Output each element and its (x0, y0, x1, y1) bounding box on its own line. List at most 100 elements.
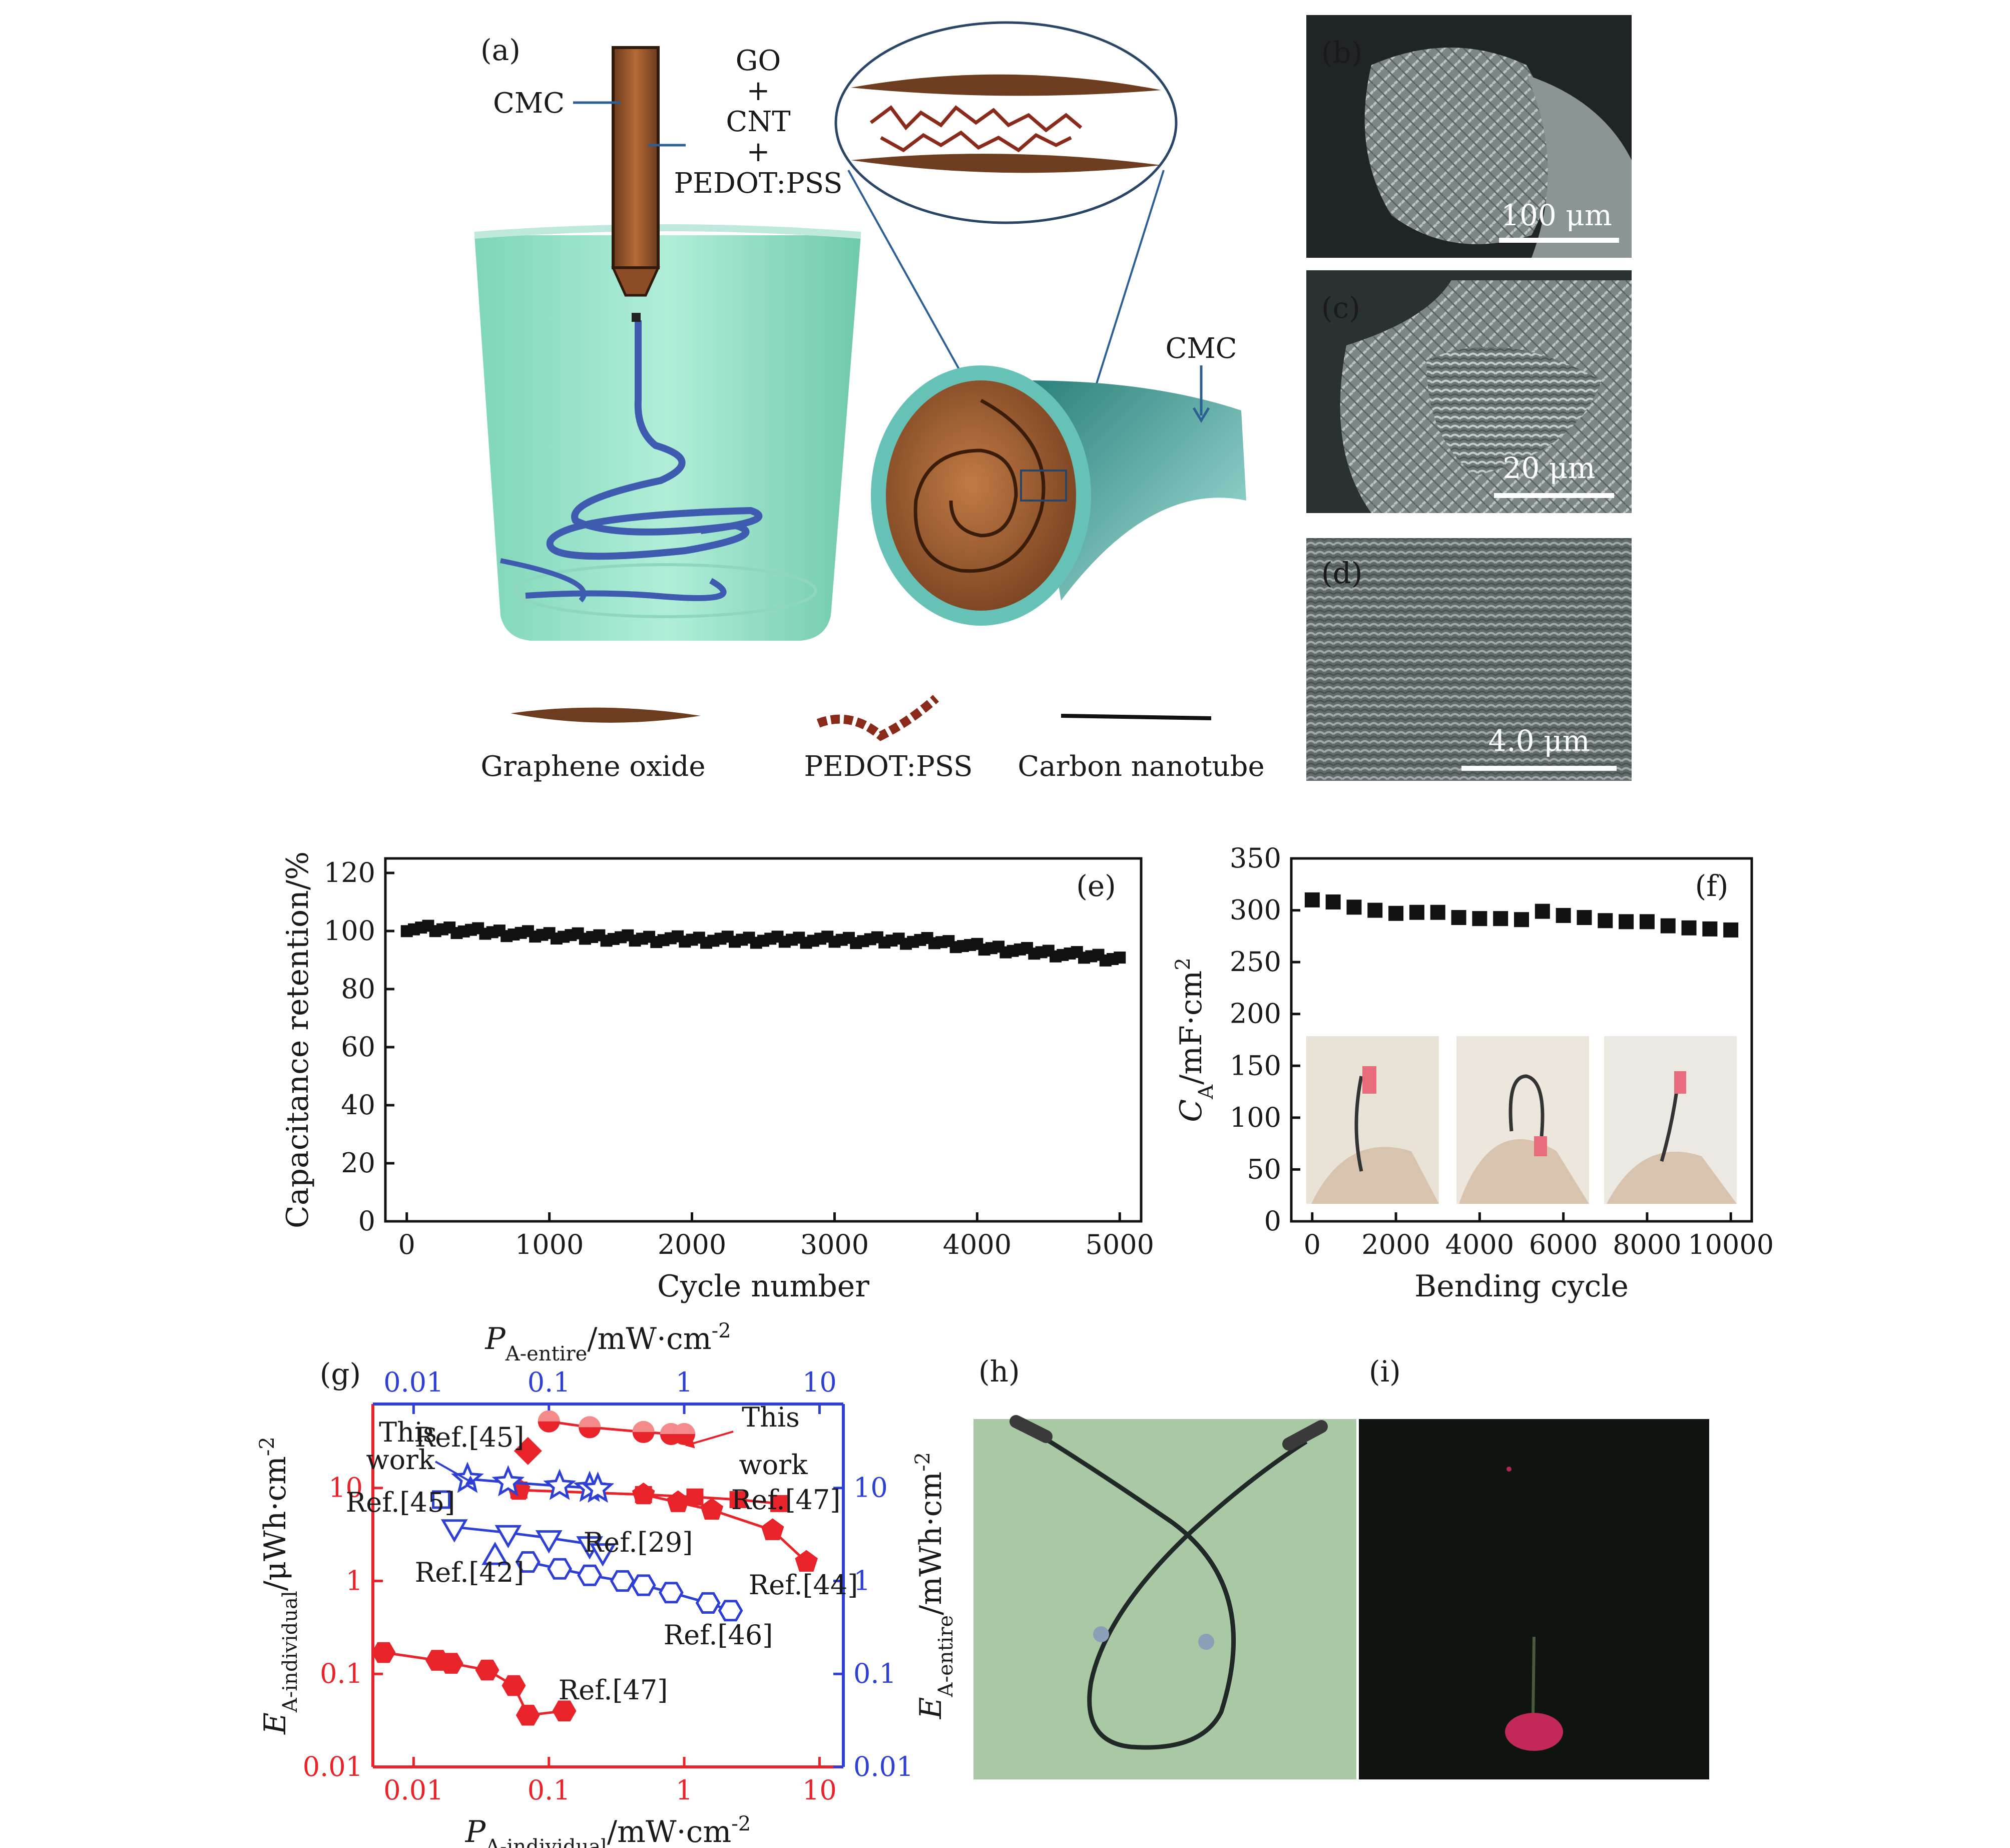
chart-f-ylabel-part: C (1174, 1099, 1209, 1122)
chart-g-ytick-left-label: 10 (328, 1472, 363, 1504)
chart-f-xtick-label: 10000 (1688, 1229, 1774, 1260)
bending-photo-1 (1306, 1036, 1439, 1204)
chart-e-xtick-label: 2000 (658, 1229, 726, 1260)
chart-g-point (581, 1471, 615, 1503)
chart-f-ytick-label: 350 (1230, 842, 1281, 874)
chart-g-annotation: Ref.[44] (749, 1569, 858, 1601)
chart-f-ytick-label: 0 (1264, 1205, 1281, 1237)
chart-f-point (1639, 914, 1655, 930)
chart-g-point (494, 1525, 522, 1549)
chart-f-ytick-label: 50 (1247, 1153, 1281, 1185)
chart-g-point-highlight (538, 1410, 560, 1422)
chart-g-arrow-this-work-blue (435, 1461, 471, 1483)
chart-e-xtick-label: 5000 (1086, 1229, 1154, 1260)
chart-e-ytick-label: 20 (341, 1147, 375, 1179)
chart-e-xtick-label: 1000 (515, 1229, 584, 1260)
chart-e-xlabel: Cycle number (657, 1269, 869, 1304)
chart-f: 0 2000 4000 6000 8000 10000 0 50 100 150 200 250 300… (1172, 842, 1774, 1304)
chart-e-ytick-label: 80 (341, 973, 375, 1005)
chart-g-annotation: Ref.[46] (664, 1619, 773, 1651)
chart-e-xtick-label: 3000 (800, 1229, 869, 1260)
chart-g-point (659, 1582, 684, 1604)
chart-g-xlabel-bottom-part: /mW·cm (607, 1814, 731, 1848)
chart-f-point (1556, 907, 1571, 923)
chart-f-point (1346, 899, 1362, 915)
chart-f-point (1660, 918, 1676, 934)
chart-f-ytick-label: 150 (1230, 1050, 1281, 1081)
chart-g-panel-label: (g) (320, 1357, 361, 1391)
chart-e-ytick-label: 100 (324, 915, 375, 947)
chart-g-point (432, 1490, 451, 1509)
chart-g-point (440, 1519, 468, 1543)
chart-f-point (1367, 902, 1383, 918)
chart-g-ytick-right-label: 10 (853, 1472, 888, 1504)
chart-g-xlabel-bottom-part: -2 (731, 1812, 751, 1835)
chart-g-xtick-bottom-label: 10 (802, 1774, 837, 1806)
sem-b-scale-text: 100 μm (1501, 198, 1612, 232)
chart-f-point (1409, 904, 1424, 920)
chart-f-ylabel-part: A (1195, 1084, 1218, 1100)
chart-g-point (718, 1600, 743, 1622)
chart-g-xtick-top-label: 10 (802, 1366, 837, 1398)
chart-f-point (1325, 894, 1341, 909)
led-glow (1505, 1713, 1563, 1751)
photo-h: (h) (973, 1354, 1356, 1779)
chart-f-point (1702, 921, 1718, 937)
chart-g-point (610, 1570, 635, 1592)
chart-g-arrowhead-red (685, 1438, 695, 1449)
panel-a-label: (a) (480, 33, 521, 67)
chart-g-ylabel-left-part: /μWh·cm (258, 1456, 293, 1591)
fiber-device-h (1032, 1430, 1308, 1750)
chart-g-ylabel-right-part: A-entire (934, 1615, 957, 1698)
chart-g-point (515, 1551, 541, 1573)
chart-g-ytick-right-label: 1 (853, 1565, 870, 1596)
chart-f-panel-label: (f) (1695, 869, 1729, 903)
chart-f-point (1514, 912, 1529, 928)
chart-g-xlabel-bottom: PA-individual/mW·cm-2 (465, 1812, 751, 1848)
chart-g-arrow-this-work-red (690, 1431, 734, 1445)
chart-g-point (577, 1564, 602, 1586)
chart-f-xlabel: Bending cycle (1414, 1269, 1629, 1304)
chart-g-point (631, 1574, 656, 1596)
chart-e-ytick-label: 0 (358, 1205, 375, 1237)
chart-g-point (761, 1518, 784, 1540)
chart-g-point (516, 1704, 540, 1726)
chart-g-xlabel-top-part: A-entire (505, 1342, 588, 1365)
chart-g-ytick-right-label: 0.1 (853, 1658, 896, 1689)
chart-g-ylabel-left-part: -2 (256, 1437, 279, 1456)
bending-photo-3 (1604, 1036, 1737, 1204)
chart-g-annotation: Ref.[42] (415, 1557, 525, 1588)
chart-e: 0 1000 2000 3000 4000 5000 0 20 40 60 80 100 120 Cycl… (280, 851, 1154, 1304)
chart-f-ytick-label: 200 (1230, 998, 1281, 1030)
chart-f-point (1430, 904, 1445, 920)
chart-g-series-line (383, 1651, 565, 1717)
input-materials: GO + CNT + PEDOT:PSS (674, 45, 842, 200)
chart-f-ytick-label: 100 (1230, 1102, 1281, 1133)
chart-g-ytick-right-label: 0.01 (853, 1751, 913, 1782)
chart-g-point (514, 1437, 542, 1465)
chart-g-point (695, 1592, 721, 1614)
chart-g-point (686, 1488, 704, 1506)
chart-g-xlabel-top-part: -2 (712, 1319, 731, 1342)
cmc-label-right: CMC (1165, 332, 1237, 365)
cmc-label-left: CMC (493, 87, 565, 120)
chart-g-point (552, 1700, 577, 1721)
chart-g-xlabel-top: PA-entire/mW·cm-2 (484, 1319, 731, 1365)
chart-g-point-highlight (673, 1423, 696, 1435)
sem-panel-b: (b) 100 μm (1306, 15, 1632, 258)
chart-g-ylabel-left-part: E (258, 1712, 293, 1735)
chart-g-ylabel-right-part: /mWh·cm (913, 1472, 948, 1615)
sem-d-scale-text: 4.0 μm (1488, 724, 1590, 758)
chart-g-xtick-top-label: 0.1 (528, 1366, 571, 1398)
chart-g-ylabel-right-part: E (913, 1697, 948, 1719)
sem-b-label: (b) (1321, 36, 1362, 70)
input-plus-1: + (747, 75, 770, 107)
chart-g-point (666, 1490, 690, 1512)
chart-g-xlabel-bottom-part: A-individual (485, 1835, 607, 1848)
chart-f-ylabel: CA/mF·cm2 (1172, 958, 1218, 1122)
legend-graphene-oxide: Graphene oxide (480, 750, 705, 783)
chart-f-ylabel-part: /mF·cm (1174, 971, 1209, 1085)
chart-f-point (1535, 903, 1550, 919)
photo-i-label: (i) (1369, 1354, 1401, 1389)
